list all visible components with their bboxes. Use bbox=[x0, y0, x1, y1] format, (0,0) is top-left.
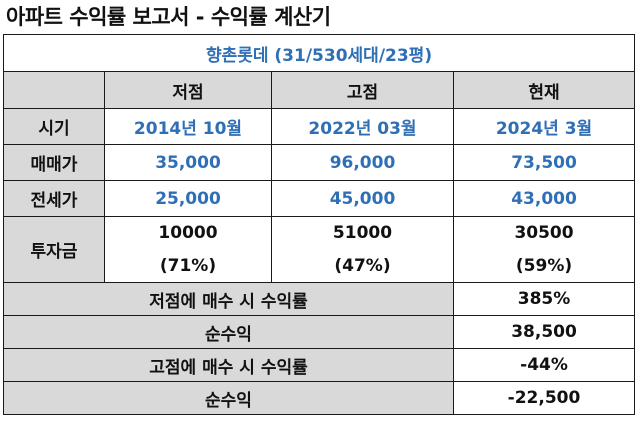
cell-period-low: 2014년 10월 bbox=[104, 108, 272, 145]
cell-period-current: 2024년 3월 bbox=[452, 108, 636, 145]
column-header-row: 저점 고점 현재 bbox=[3, 71, 636, 109]
summary-label-high-net-profit: 순수익 bbox=[3, 381, 454, 415]
col-header-current: 현재 bbox=[452, 71, 636, 109]
summary-label-low-buy-return: 저점에 매수 시 수익률 bbox=[3, 282, 454, 316]
cell-invest-ratio-high: (47%) bbox=[271, 249, 454, 283]
investment-ratio-row: (71%) (47%) (59%) bbox=[4, 249, 636, 283]
summary-value-low-net-profit: 38,500 bbox=[452, 315, 636, 349]
summary-row: 순수익 -22,500 bbox=[3, 381, 636, 415]
cell-jeonse-high: 45,000 bbox=[271, 180, 454, 217]
table-row: 전세가 25,000 45,000 43,000 bbox=[3, 180, 636, 217]
summary-value-high-buy-return: -44% bbox=[452, 348, 636, 382]
row-label-sale-price: 매매가 bbox=[3, 144, 105, 181]
row-label-investment: 투자금 bbox=[3, 216, 105, 283]
cell-jeonse-low: 25,000 bbox=[104, 180, 272, 217]
summary-row: 저점에 매수 시 수익률 385% bbox=[3, 282, 636, 316]
cell-invest-amount-current: 30500 bbox=[452, 216, 636, 250]
col-header-high: 고점 bbox=[271, 71, 454, 109]
cell-invest-ratio-low: (71%) bbox=[104, 249, 272, 283]
profit-table: 향촌롯데 (31/530세대/23평) 저점 고점 현재 시기 2014년 10… bbox=[2, 34, 636, 415]
summary-label-high-buy-return: 고점에 매수 시 수익률 bbox=[3, 348, 454, 382]
cell-invest-amount-high: 51000 bbox=[271, 216, 454, 250]
summary-value-high-net-profit: -22,500 bbox=[452, 381, 636, 415]
report-title: 아파트 수익률 보고서 - 수익률 계산기 bbox=[6, 5, 331, 29]
summary-row: 순수익 38,500 bbox=[3, 315, 636, 349]
summary-value-low-buy-return: 385% bbox=[452, 282, 636, 316]
investment-amount-row: 투자금 10000 51000 30500 bbox=[3, 216, 636, 283]
table-row: 시기 2014년 10월 2022년 03월 2024년 3월 bbox=[3, 108, 636, 145]
row-label-period: 시기 bbox=[3, 108, 105, 145]
cell-sale-current: 73,500 bbox=[452, 144, 636, 181]
cell-period-high: 2022년 03월 bbox=[271, 108, 454, 145]
cell-invest-ratio-current: (59%) bbox=[452, 249, 636, 283]
summary-row: 고점에 매수 시 수익률 -44% bbox=[3, 348, 636, 382]
apartment-caption: 향촌롯데 (31/530세대/23평) bbox=[2, 34, 636, 72]
summary-label-low-net-profit: 순수익 bbox=[3, 315, 454, 349]
table-caption-row: 향촌롯데 (31/530세대/23평) bbox=[2, 34, 636, 72]
cell-sale-low: 35,000 bbox=[104, 144, 272, 181]
table-row: 매매가 35,000 96,000 73,500 bbox=[3, 144, 636, 181]
cell-jeonse-current: 43,000 bbox=[452, 180, 636, 217]
col-header-low: 저점 bbox=[104, 71, 272, 109]
cell-sale-high: 96,000 bbox=[271, 144, 454, 181]
row-label-jeonse-price: 전세가 bbox=[3, 180, 105, 217]
cell-invest-amount-low: 10000 bbox=[104, 216, 272, 250]
header-corner bbox=[3, 71, 105, 109]
